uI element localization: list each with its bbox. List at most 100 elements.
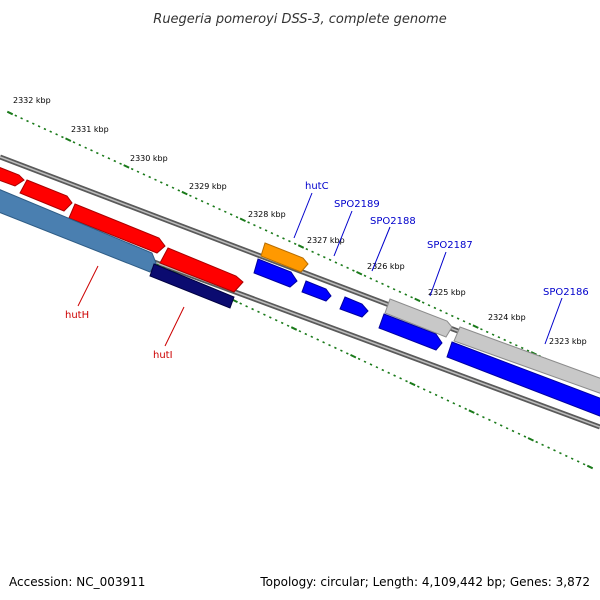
- gene-label-hutc[interactable]: hutC: [305, 181, 329, 192]
- minor-tick: [235, 215, 239, 219]
- minor-tick: [456, 317, 460, 320]
- gene-label-huth[interactable]: hutH: [65, 310, 89, 321]
- gene-label-spo2186[interactable]: SPO2186: [543, 287, 589, 298]
- minor-tick: [485, 330, 489, 334]
- minor-tick: [493, 421, 497, 424]
- kbp-label: 2330 kbp: [130, 154, 168, 163]
- minor-tick: [541, 443, 544, 447]
- minor-tick: [130, 167, 134, 171]
- minor-tick: [446, 399, 450, 402]
- minor-tick: [488, 418, 491, 422]
- minor-tick: [476, 413, 479, 416]
- minor-tick: [136, 170, 140, 173]
- minor-tick: [340, 349, 343, 352]
- minor-tick: [268, 316, 272, 319]
- minor-tick: [422, 388, 426, 391]
- minor-tick: [345, 352, 349, 355]
- minor-tick: [450, 314, 454, 318]
- major-tick: [290, 326, 298, 331]
- minor-tick: [55, 133, 58, 136]
- minor-tick: [416, 385, 420, 388]
- reverse-strand-track: [0, 189, 600, 418]
- gene-label-huti[interactable]: hutI: [153, 350, 173, 361]
- minor-tick: [421, 301, 425, 304]
- major-tick: [472, 324, 479, 329]
- minor-tick: [171, 186, 175, 189]
- gene-feature-red[interactable]: [159, 247, 244, 293]
- minor-tick: [49, 130, 53, 133]
- minor-tick: [72, 141, 76, 144]
- minor-tick: [363, 274, 367, 278]
- minor-tick: [276, 234, 280, 238]
- gene-label-spo2187[interactable]: SPO2187: [427, 240, 473, 251]
- gene-feature-blue[interactable]: [253, 258, 298, 288]
- gene-feature-blue[interactable]: [446, 341, 600, 418]
- gene-feature-blue[interactable]: [339, 296, 369, 318]
- gene-feature-red[interactable]: [19, 179, 73, 212]
- minor-tick: [159, 181, 163, 184]
- minor-tick: [206, 202, 210, 205]
- minor-tick: [375, 366, 379, 369]
- accession-text: Accession: NC_003911: [9, 575, 145, 589]
- gene-feature-red[interactable]: [68, 203, 166, 254]
- kbp-label: 2326 kbp: [367, 262, 405, 271]
- minor-tick: [274, 318, 278, 322]
- gene-feature-blue[interactable]: [301, 280, 332, 302]
- minor-tick: [119, 162, 122, 165]
- minor-tick: [288, 239, 291, 243]
- gene-feature-blue[interactable]: [378, 313, 443, 351]
- gene-label-spo2189[interactable]: SPO2189: [334, 199, 380, 210]
- minor-tick: [258, 226, 262, 230]
- minor-tick: [352, 269, 355, 272]
- minor-tick: [499, 424, 503, 427]
- minor-tick: [392, 288, 396, 291]
- major-tick: [414, 297, 421, 303]
- minor-tick: [282, 237, 285, 240]
- kbp-label: 2329 kbp: [189, 182, 227, 191]
- minor-tick: [26, 119, 29, 123]
- minor-tick: [410, 296, 413, 299]
- minor-tick: [154, 178, 157, 181]
- minor-tick: [286, 324, 290, 327]
- minor-tick: [387, 371, 391, 375]
- minor-tick: [482, 415, 485, 419]
- major-tick: [123, 164, 130, 169]
- minor-tick: [399, 377, 402, 380]
- kbp-label: 2324 kbp: [488, 313, 526, 322]
- gene-feature-red[interactable]: [0, 166, 25, 187]
- major-tick: [356, 270, 363, 276]
- gene-feature-gray[interactable]: [453, 326, 600, 395]
- minor-tick: [148, 175, 152, 179]
- minor-tick: [405, 379, 408, 383]
- minor-tick: [547, 446, 550, 449]
- minor-tick: [328, 258, 332, 262]
- minor-tick: [113, 159, 117, 163]
- major-tick: [527, 437, 534, 442]
- kbp-labels: 2332 kbp 2331 kbp 2330 kbp 2329 kbp 2328…: [13, 96, 587, 346]
- minor-tick: [263, 313, 266, 316]
- minor-tick: [78, 143, 82, 147]
- minor-tick: [189, 194, 192, 197]
- minor-tick: [245, 305, 248, 308]
- minor-tick: [346, 266, 349, 270]
- minor-tick: [363, 360, 367, 363]
- gene-feature-gray[interactable]: [384, 298, 453, 338]
- minor-tick: [251, 307, 254, 311]
- genome-backbone: [0, 154, 600, 430]
- minor-tick: [433, 306, 437, 310]
- minor-tick: [393, 374, 396, 377]
- minor-tick: [491, 333, 495, 336]
- minor-tick: [564, 454, 568, 458]
- minor-tick: [340, 263, 344, 267]
- minor-tick: [381, 282, 384, 286]
- minor-tick: [218, 207, 221, 211]
- minor-tick: [253, 223, 256, 227]
- gene-label-spo2188[interactable]: SPO2188: [370, 216, 416, 227]
- gene-feature-orange[interactable]: [260, 242, 309, 273]
- minor-tick: [511, 429, 515, 433]
- gene-feature-navy[interactable]: [149, 263, 235, 309]
- minor-tick: [381, 368, 385, 372]
- minor-tick: [95, 151, 99, 155]
- minor-tick: [369, 277, 373, 280]
